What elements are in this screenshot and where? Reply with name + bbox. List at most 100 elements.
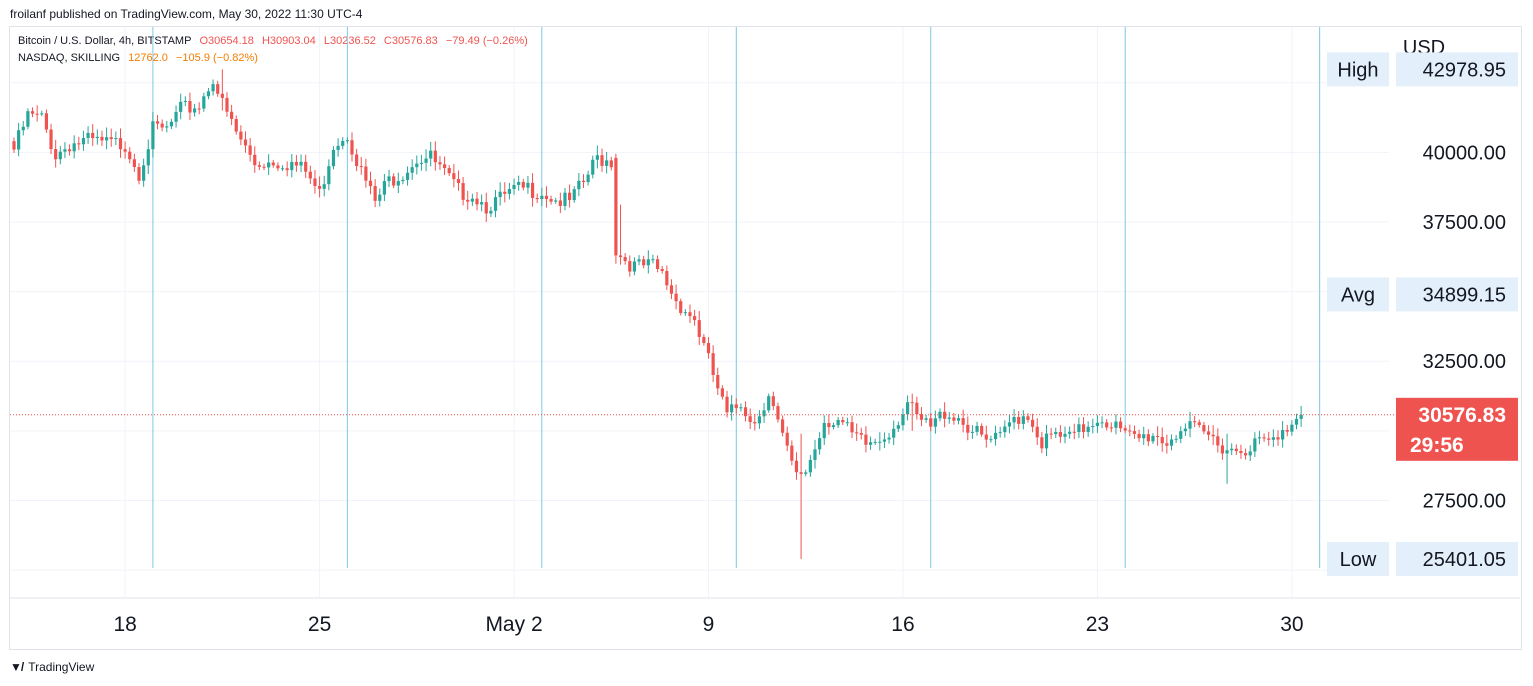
candle-body[interactable]	[924, 418, 928, 420]
candle-body[interactable]	[151, 121, 155, 150]
candle-body[interactable]	[688, 312, 692, 317]
candle-body[interactable]	[54, 149, 58, 160]
candle-body[interactable]	[243, 139, 248, 146]
candle-body[interactable]	[706, 343, 711, 354]
candle-body[interactable]	[836, 419, 840, 426]
candle-body[interactable]	[1220, 445, 1225, 454]
candle-body[interactable]	[86, 132, 90, 138]
candle-body[interactable]	[882, 439, 887, 442]
candle-body[interactable]	[753, 421, 757, 424]
candle-body[interactable]	[873, 441, 877, 443]
candle-body[interactable]	[901, 414, 905, 426]
candle-body[interactable]	[558, 200, 562, 206]
candle-body[interactable]	[109, 137, 113, 140]
candle-body[interactable]	[730, 404, 734, 413]
candle-body[interactable]	[535, 197, 539, 200]
candle-body[interactable]	[276, 165, 280, 169]
candle-body[interactable]	[1040, 437, 1044, 449]
candle-body[interactable]	[933, 418, 937, 427]
candle-body[interactable]	[225, 97, 229, 112]
candle-body[interactable]	[572, 189, 576, 201]
candle-body[interactable]	[1017, 417, 1021, 424]
candle-body[interactable]	[771, 396, 775, 407]
candle-body[interactable]	[1267, 438, 1271, 440]
candle-body[interactable]	[1151, 435, 1155, 442]
candle-body[interactable]	[1003, 426, 1007, 433]
candle-body[interactable]	[1243, 453, 1248, 456]
candle-body[interactable]	[1035, 426, 1039, 438]
candle-body[interactable]	[1202, 425, 1206, 432]
candle-body[interactable]	[49, 129, 53, 150]
candle-body[interactable]	[327, 166, 331, 185]
candle-body[interactable]	[767, 396, 771, 411]
candle-body[interactable]	[618, 255, 623, 258]
candle-body[interactable]	[1123, 428, 1127, 431]
candle-body[interactable]	[308, 171, 312, 179]
candle-body[interactable]	[1179, 431, 1183, 439]
candle-body[interactable]	[845, 422, 849, 424]
candle-body[interactable]	[58, 151, 62, 160]
candle-body[interactable]	[1054, 432, 1058, 435]
candle-body[interactable]	[35, 113, 39, 115]
candle-body[interactable]	[711, 353, 715, 376]
candle-body[interactable]	[646, 259, 650, 266]
candle-body[interactable]	[915, 402, 919, 415]
candle-body[interactable]	[1114, 421, 1118, 428]
candle-body[interactable]	[81, 137, 86, 145]
tradingview-logo[interactable]: ▼/ TradingView	[10, 660, 94, 674]
candle-body[interactable]	[577, 180, 581, 190]
candle-body[interactable]	[1290, 424, 1294, 432]
candle-body[interactable]	[702, 336, 706, 344]
candle-body[interactable]	[905, 402, 910, 415]
candle-body[interactable]	[294, 161, 299, 166]
candle-body[interactable]	[336, 145, 340, 150]
candle-body[interactable]	[447, 168, 451, 174]
candle-body[interactable]	[206, 91, 211, 97]
candle-body[interactable]	[739, 407, 743, 409]
candle-body[interactable]	[693, 316, 697, 321]
candle-body[interactable]	[568, 192, 572, 201]
candle-body[interactable]	[331, 149, 336, 167]
candle-body[interactable]	[466, 199, 470, 202]
candle-body[interactable]	[63, 149, 67, 152]
candle-body[interactable]	[544, 195, 549, 199]
candle-body[interactable]	[980, 425, 984, 435]
candle-body[interactable]	[665, 270, 669, 286]
candle-body[interactable]	[1225, 450, 1229, 454]
candle-body[interactable]	[489, 210, 493, 214]
candle-body[interactable]	[405, 172, 410, 180]
candle-body[interactable]	[1081, 424, 1086, 433]
candle-body[interactable]	[290, 161, 294, 171]
candle-body[interactable]	[1086, 426, 1090, 433]
candle-body[interactable]	[818, 438, 822, 450]
legend-bitcoin-name[interactable]: Bitcoin / U.S. Dollar, 4h, BITSTAMP	[18, 35, 192, 47]
candle-body[interactable]	[1206, 431, 1211, 435]
candle-body[interactable]	[919, 414, 924, 420]
candle-body[interactable]	[1183, 428, 1187, 432]
candle-body[interactable]	[757, 416, 762, 424]
candle-body[interactable]	[262, 166, 266, 168]
candle-body[interactable]	[1128, 430, 1132, 432]
candle-body[interactable]	[304, 161, 308, 172]
candle-body[interactable]	[1132, 431, 1137, 434]
candle-body[interactable]	[155, 121, 160, 124]
candle-body[interactable]	[433, 150, 437, 163]
candle-body[interactable]	[595, 155, 599, 160]
candle-body[interactable]	[878, 441, 882, 443]
candle-body[interactable]	[355, 154, 359, 167]
candle-body[interactable]	[341, 140, 345, 146]
candle-body[interactable]	[100, 136, 104, 141]
candle-body[interactable]	[40, 113, 44, 115]
candle-body[interactable]	[1169, 439, 1174, 446]
candle-body[interactable]	[452, 173, 456, 180]
candle-body[interactable]	[1230, 448, 1234, 451]
candle-body[interactable]	[1049, 433, 1053, 435]
candle-body[interactable]	[679, 301, 683, 314]
candle-body[interactable]	[456, 179, 461, 184]
candle-body[interactable]	[790, 445, 794, 461]
candle-body[interactable]	[762, 410, 766, 417]
candle-body[interactable]	[1197, 422, 1201, 426]
candle-body[interactable]	[197, 108, 201, 110]
candle-body[interactable]	[748, 416, 752, 422]
candle-body[interactable]	[734, 404, 738, 409]
